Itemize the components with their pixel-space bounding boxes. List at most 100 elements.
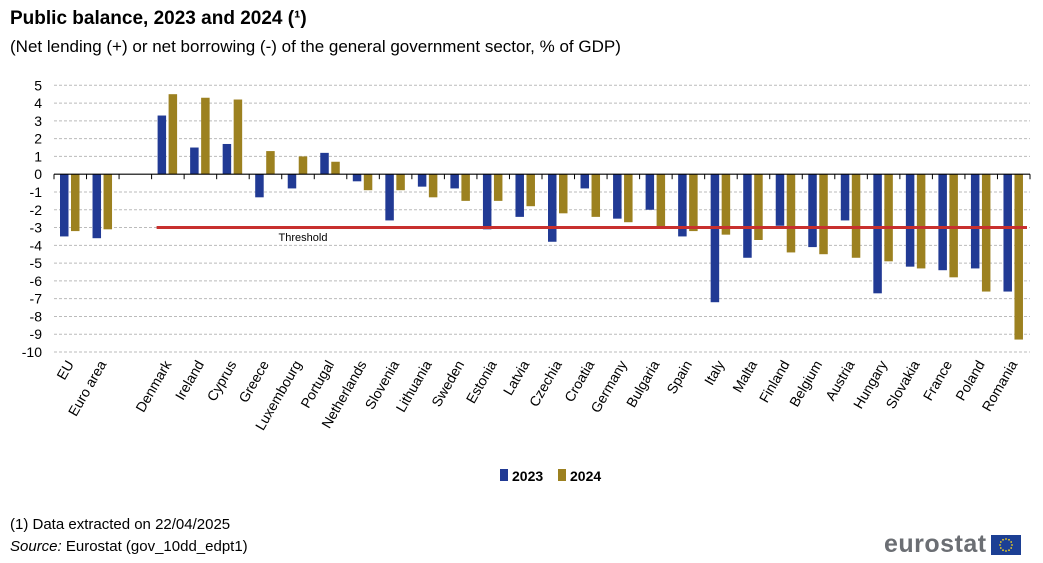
bar-2023-portugal	[320, 152, 329, 175]
bar-2023-poland	[970, 174, 980, 269]
y-tick-label: -10	[22, 344, 42, 360]
star-icon	[999, 540, 1002, 543]
y-tick-label: -6	[30, 273, 43, 289]
bar-2024-denmark	[168, 94, 178, 175]
bar-2023-eu	[60, 174, 69, 237]
bar-2023-netherlands	[352, 174, 362, 182]
logo-text: eurostat	[884, 530, 987, 558]
x-tick-label: Malta	[729, 357, 760, 395]
bar-2023-germany	[613, 174, 622, 219]
y-tick-label: -4	[30, 237, 43, 253]
bar-2023-cyprus	[222, 143, 232, 175]
x-tick-label: Austria	[822, 357, 858, 403]
y-tick-label: 4	[34, 95, 42, 111]
bar-2024-czechia	[559, 174, 568, 214]
bar-2023-ireland	[190, 147, 199, 175]
bar-2023-greece	[255, 174, 264, 198]
data-note: (1) Data extracted on 22/04/2025	[10, 516, 231, 533]
bar-2024-latvia	[526, 174, 535, 207]
bar-2023-italy	[710, 174, 720, 303]
x-tick-label: Poland	[952, 357, 988, 403]
bar-2023-finland	[775, 174, 785, 226]
bar-2024-germany	[624, 174, 633, 223]
y-tick-label: 0	[34, 166, 42, 182]
x-tick-label: France	[920, 357, 956, 403]
bar-2023-latvia	[515, 174, 524, 217]
eurostat-logo: eurostat	[884, 532, 1021, 557]
bar-2024-slovenia	[396, 174, 405, 191]
bar-2024-portugal	[331, 161, 340, 175]
y-tick-label: 2	[34, 131, 42, 147]
legend-swatch-2023	[500, 469, 508, 481]
y-tick-label: -5	[30, 255, 43, 271]
x-tick-label: Latvia	[500, 357, 533, 398]
bar-2024-eu	[71, 174, 80, 232]
x-tick-label: Spain	[663, 358, 695, 397]
bar-2024-euro-area	[103, 174, 113, 230]
y-tick-label: -2	[30, 202, 43, 218]
bar-2024-belgium	[819, 174, 828, 255]
y-tick-label: 1	[34, 148, 42, 164]
eu-flag-icon	[990, 534, 1021, 555]
bar-2024-estonia	[493, 174, 503, 201]
bar-2024-luxembourg	[298, 156, 308, 175]
bar-2024-malta	[754, 174, 763, 240]
chart-title: Public balance, 2023 and 2024 (¹)	[10, 8, 307, 29]
bar-2023-czechia	[548, 174, 557, 242]
threshold-label: Threshold	[279, 232, 328, 244]
source-note: Source: Eurostat (gov_10dd_edpt1)	[10, 538, 248, 555]
star-icon	[1001, 538, 1004, 541]
chart-subtitle: (Net lending (+) or net borrowing (-) of…	[10, 37, 621, 56]
bar-2023-luxembourg	[287, 174, 297, 189]
bar-2024-netherlands	[363, 174, 373, 191]
y-tick-label: -9	[30, 326, 43, 342]
bar-2024-bulgaria	[656, 174, 666, 228]
x-tick-label: Denmark	[132, 357, 175, 415]
bar-2024-sweden	[461, 174, 470, 201]
star-icon	[1007, 538, 1010, 541]
bar-2023-austria	[840, 174, 850, 221]
bar-2024-hungary	[884, 174, 893, 262]
bar-2024-croatia	[591, 174, 601, 217]
y-tick-label: 3	[34, 113, 42, 129]
y-tick-label: -7	[30, 291, 43, 307]
bar-2024-cyprus	[233, 99, 243, 175]
bar-2024-poland	[981, 174, 991, 292]
bar-2023-croatia	[580, 174, 590, 189]
star-icon	[1010, 543, 1013, 546]
bar-2023-lithuania	[417, 174, 427, 187]
star-icon	[1007, 548, 1010, 551]
y-tick-label: -3	[30, 220, 43, 236]
star-icon	[1004, 549, 1007, 552]
bar-2024-greece	[266, 151, 275, 175]
bar-2024-italy	[721, 174, 731, 235]
y-tick-label: 5	[34, 77, 42, 93]
x-tick-label: Italy	[701, 358, 728, 388]
bar-2024-spain	[689, 174, 698, 232]
legend-swatch-2024	[558, 469, 566, 481]
bar-2024-romania	[1014, 174, 1023, 340]
bar-2023-hungary	[873, 174, 882, 294]
x-tick-label: Cyprus	[203, 358, 239, 404]
y-tick-label: -1	[30, 184, 43, 200]
bar-2023-euro-area	[92, 174, 102, 239]
bar-2024-finland	[786, 174, 796, 253]
source-label: Source:	[10, 538, 62, 555]
bar-2023-estonia	[482, 174, 492, 230]
bar-2023-sweden	[450, 174, 459, 189]
y-tick-label: -8	[30, 308, 43, 324]
bar-2023-malta	[743, 174, 752, 258]
bar-2024-ireland	[201, 97, 210, 175]
bar-2023-romania	[1003, 174, 1012, 292]
legend-label-2023: 2023	[512, 468, 543, 484]
legend-label-2024: 2024	[570, 468, 601, 484]
bar-2024-slovakia	[916, 174, 926, 269]
star-icon	[999, 546, 1002, 549]
bar-2023-slovakia	[905, 174, 915, 267]
star-icon	[998, 543, 1001, 546]
star-icon	[1009, 540, 1012, 543]
bar-2023-belgium	[808, 174, 817, 248]
bar-2024-austria	[851, 174, 861, 258]
